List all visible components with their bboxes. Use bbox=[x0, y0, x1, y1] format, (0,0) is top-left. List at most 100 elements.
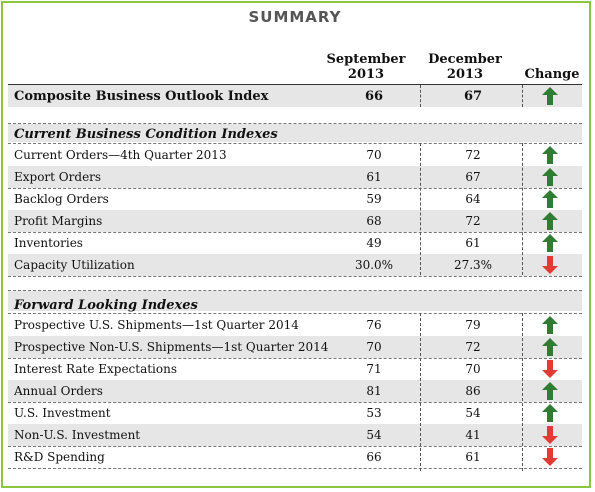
row-value-september: 59 bbox=[366, 192, 382, 206]
row-divider bbox=[8, 188, 582, 189]
row-value-december: 41 bbox=[465, 428, 481, 442]
arrow-up-icon bbox=[538, 146, 562, 164]
summary-title: SUMMARY bbox=[248, 8, 342, 26]
divider bbox=[8, 143, 582, 144]
row-value-september: 66 bbox=[366, 450, 382, 464]
col-header-september: September 2013 bbox=[326, 52, 406, 82]
column-separator bbox=[420, 85, 421, 107]
composite-sept: 66 bbox=[364, 89, 384, 104]
composite-change-arrow-icon bbox=[538, 87, 562, 105]
arrow-down-icon bbox=[538, 448, 562, 466]
row-value-september: 68 bbox=[366, 214, 382, 228]
composite-label: Composite Business Outlook Index bbox=[14, 89, 269, 104]
column-separator bbox=[522, 313, 523, 471]
row-value-september: 71 bbox=[366, 362, 382, 376]
row-value-december: 27.3% bbox=[453, 258, 493, 272]
divider bbox=[8, 123, 582, 124]
row-value-december: 61 bbox=[465, 236, 481, 250]
row-value-december: 70 bbox=[465, 362, 481, 376]
table-row: U.S. Investment 53 54 bbox=[8, 402, 582, 424]
row-value-september: 76 bbox=[366, 318, 382, 332]
row-label: Non-U.S. Investment bbox=[14, 428, 141, 442]
section-heading-forward: Forward Looking Indexes bbox=[14, 298, 198, 313]
row-divider bbox=[8, 276, 582, 277]
row-divider bbox=[8, 402, 582, 403]
table-row: Interest Rate Expectations 71 70 bbox=[8, 358, 582, 380]
col-header-september-line1: September bbox=[326, 52, 406, 67]
row-label: Profit Margins bbox=[14, 214, 103, 228]
col-header-december-line2: 2013 bbox=[446, 67, 484, 82]
row-value-september: 70 bbox=[366, 340, 382, 354]
section-heading-current: Current Business Condition Indexes bbox=[14, 127, 278, 142]
composite-row: Composite Business Outlook Index 66 67 bbox=[8, 85, 582, 107]
table-row: Export Orders 61 67 bbox=[8, 166, 582, 188]
table-row: R&D Spending 66 61 bbox=[8, 446, 582, 468]
row-label: Annual Orders bbox=[14, 384, 103, 398]
column-separator bbox=[522, 85, 523, 107]
col-header-change: Change bbox=[524, 67, 580, 82]
row-label: Backlog Orders bbox=[14, 192, 109, 206]
row-divider bbox=[8, 468, 582, 469]
arrow-down-icon bbox=[538, 360, 562, 378]
arrow-up-icon bbox=[538, 234, 562, 252]
col-header-december-line1: December bbox=[428, 52, 502, 67]
row-label: Current Orders—4th Quarter 2013 bbox=[14, 148, 227, 162]
row-value-december: 54 bbox=[465, 406, 481, 420]
row-value-december: 86 bbox=[465, 384, 481, 398]
row-value-december: 61 bbox=[465, 450, 481, 464]
row-value-september: 81 bbox=[366, 384, 382, 398]
column-separator bbox=[420, 313, 421, 471]
row-label: Prospective Non-U.S. Shipments—1st Quart… bbox=[14, 340, 329, 354]
row-value-september: 54 bbox=[366, 428, 382, 442]
composite-dec: 67 bbox=[463, 89, 483, 104]
row-label: Capacity Utilization bbox=[14, 258, 135, 272]
arrow-up-icon bbox=[538, 404, 562, 422]
table-row: Capacity Utilization 30.0% 27.3% bbox=[8, 254, 582, 276]
arrow-down-icon bbox=[538, 426, 562, 444]
row-value-december: 64 bbox=[465, 192, 481, 206]
row-value-december: 67 bbox=[465, 170, 481, 184]
row-label: Export Orders bbox=[14, 170, 102, 184]
row-divider bbox=[8, 358, 582, 359]
divider bbox=[8, 84, 582, 85]
row-label: Prospective U.S. Shipments—1st Quarter 2… bbox=[14, 318, 299, 332]
row-value-september: 30.0% bbox=[354, 258, 394, 272]
col-header-december: December 2013 bbox=[425, 52, 505, 82]
row-value-september: 70 bbox=[366, 148, 382, 162]
arrow-down-icon bbox=[538, 256, 562, 274]
row-value-september: 49 bbox=[366, 236, 382, 250]
table-row: Current Orders—4th Quarter 2013 70 72 bbox=[8, 144, 582, 166]
row-divider bbox=[8, 232, 582, 233]
table-row: Non-U.S. Investment 54 41 bbox=[8, 424, 582, 446]
row-value-december: 72 bbox=[465, 340, 481, 354]
row-label: Inventories bbox=[14, 236, 83, 250]
arrow-up-icon bbox=[538, 212, 562, 230]
col-header-september-line2: 2013 bbox=[347, 67, 385, 82]
table-row: Inventories 49 61 bbox=[8, 232, 582, 254]
arrow-up-icon bbox=[538, 338, 562, 356]
arrow-up-icon bbox=[538, 382, 562, 400]
arrow-up-icon bbox=[538, 190, 562, 208]
arrow-up-icon bbox=[538, 316, 562, 334]
table-row: Backlog Orders 59 64 bbox=[8, 188, 582, 210]
row-value-september: 61 bbox=[366, 170, 382, 184]
row-label: Interest Rate Expectations bbox=[14, 362, 178, 376]
column-separator bbox=[420, 143, 421, 275]
row-label: U.S. Investment bbox=[14, 406, 111, 420]
table-row: Annual Orders 81 86 bbox=[8, 380, 582, 402]
row-divider bbox=[8, 446, 582, 447]
section-header-forward-bg bbox=[8, 291, 582, 311]
table-row: Profit Margins 68 72 bbox=[8, 210, 582, 232]
arrow-up-icon bbox=[538, 168, 562, 186]
table-row: Prospective U.S. Shipments—1st Quarter 2… bbox=[8, 314, 582, 336]
row-value-december: 72 bbox=[465, 214, 481, 228]
row-value-december: 79 bbox=[465, 318, 481, 332]
column-separator bbox=[522, 143, 523, 275]
row-value-september: 53 bbox=[366, 406, 382, 420]
row-value-december: 72 bbox=[465, 148, 481, 162]
row-label: R&D Spending bbox=[14, 450, 105, 464]
table-row: Prospective Non-U.S. Shipments—1st Quart… bbox=[8, 336, 582, 358]
section-header-current-bg bbox=[8, 124, 582, 142]
divider bbox=[8, 290, 582, 291]
